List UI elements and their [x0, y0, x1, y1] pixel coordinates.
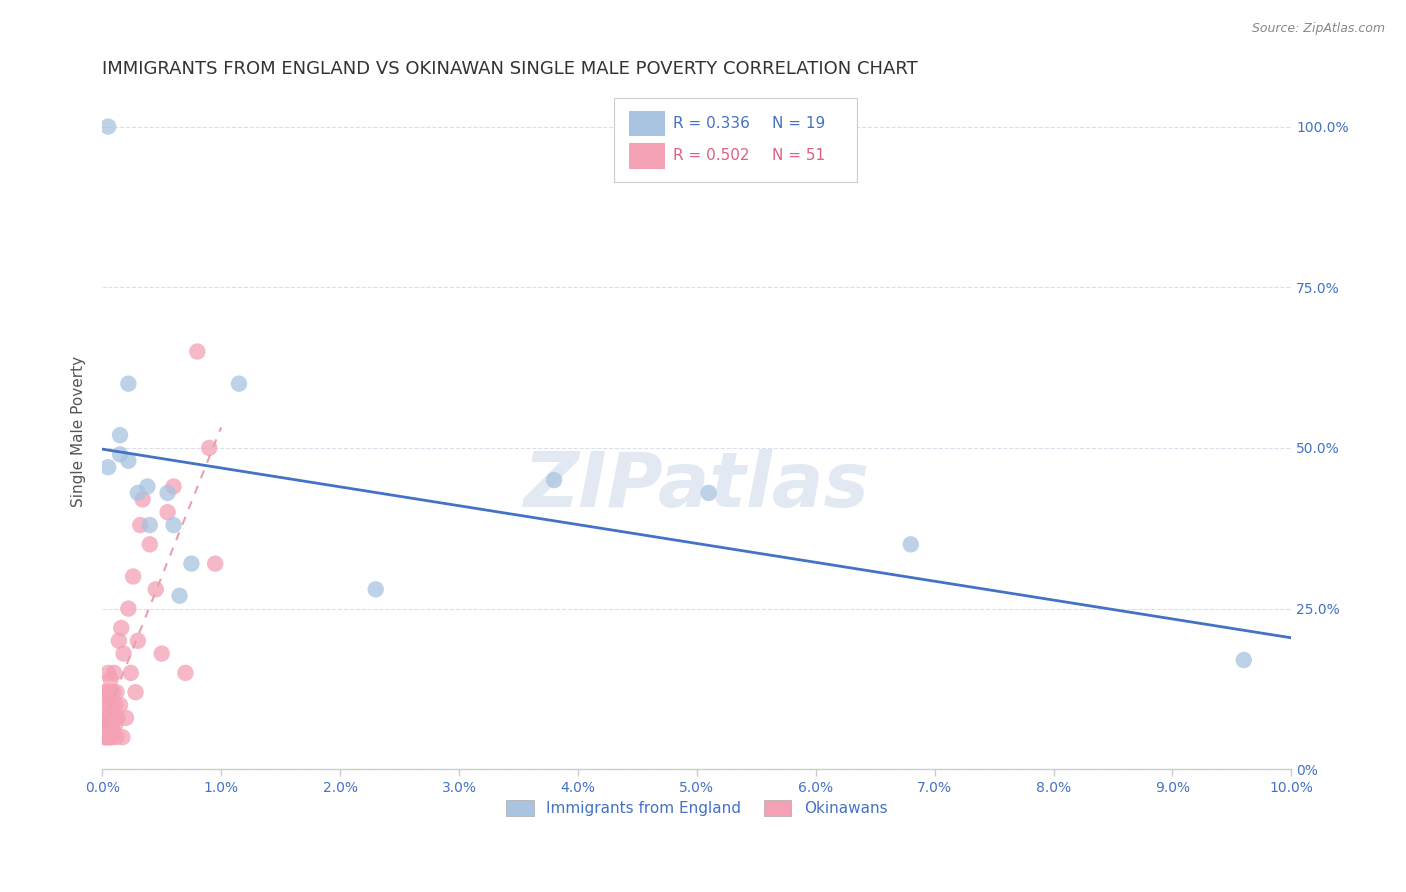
Point [100, 673, 122, 687]
Point [97, 723, 120, 738]
Point [101, 685, 124, 699]
Point [124, 685, 146, 699]
Point [98, 685, 121, 699]
Point [98, 698, 121, 712]
Point [93, 730, 115, 744]
Point [127, 633, 149, 648]
Point [96, 730, 118, 744]
Point [111, 730, 134, 744]
Text: Source: ZipAtlas.com: Source: ZipAtlas.com [1251, 22, 1385, 36]
Point [108, 447, 131, 461]
Point [115, 711, 138, 725]
Point [97, 665, 120, 680]
Point [101, 723, 124, 738]
Point [117, 454, 139, 468]
Point [131, 492, 153, 507]
Point [136, 479, 159, 493]
Point [94, 711, 117, 725]
Point [162, 518, 184, 533]
Text: N = 19: N = 19 [772, 116, 825, 131]
Point [117, 601, 139, 615]
Bar [628, 111, 665, 136]
Point [543, 473, 565, 487]
Point [100, 730, 122, 744]
Point [97, 120, 120, 134]
Point [156, 486, 179, 500]
Point [120, 665, 142, 680]
Point [156, 505, 179, 519]
FancyBboxPatch shape [613, 98, 858, 182]
Point [198, 441, 221, 455]
Bar [628, 143, 665, 169]
Point [103, 711, 125, 725]
Text: R = 0.502: R = 0.502 [673, 148, 749, 163]
Point [180, 557, 202, 571]
Point [94, 730, 117, 744]
Point [93, 711, 115, 725]
Text: N = 51: N = 51 [772, 148, 825, 163]
Point [108, 698, 131, 712]
Point [204, 557, 226, 571]
Point [97, 711, 120, 725]
Point [104, 717, 127, 731]
Point [98, 730, 121, 744]
Point [96, 685, 118, 699]
Point [228, 376, 250, 391]
Point [97, 460, 120, 475]
Point [900, 537, 922, 551]
Point [110, 621, 132, 635]
Text: IMMIGRANTS FROM ENGLAND VS OKINAWAN SINGLE MALE POVERTY CORRELATION CHART: IMMIGRANTS FROM ENGLAND VS OKINAWAN SING… [103, 60, 918, 78]
Point [94, 698, 117, 712]
Point [1233, 653, 1256, 667]
Text: R = 0.336: R = 0.336 [673, 116, 749, 131]
Point [108, 428, 131, 442]
Point [186, 344, 208, 359]
Point [162, 479, 184, 493]
Point [100, 717, 122, 731]
Point [169, 589, 191, 603]
Point [105, 730, 128, 744]
Point [100, 730, 122, 744]
Point [139, 518, 162, 533]
Point [93, 685, 115, 699]
Y-axis label: Single Male Poverty: Single Male Poverty [72, 356, 86, 508]
Point [105, 685, 128, 699]
Point [96, 717, 118, 731]
Text: ZIPatlas: ZIPatlas [524, 449, 870, 523]
Point [117, 376, 139, 391]
Point [112, 647, 135, 661]
Point [150, 647, 173, 661]
Point [108, 633, 131, 648]
Point [145, 582, 167, 597]
Point [100, 698, 122, 712]
Point [174, 665, 197, 680]
Point [364, 582, 387, 597]
Point [122, 569, 145, 583]
Point [139, 537, 162, 551]
Point [104, 698, 127, 712]
Point [129, 518, 152, 533]
Point [103, 665, 125, 680]
Point [127, 486, 149, 500]
Point [107, 711, 129, 725]
Point [697, 486, 720, 500]
Legend: Immigrants from England, Okinawans: Immigrants from England, Okinawans [501, 794, 893, 822]
